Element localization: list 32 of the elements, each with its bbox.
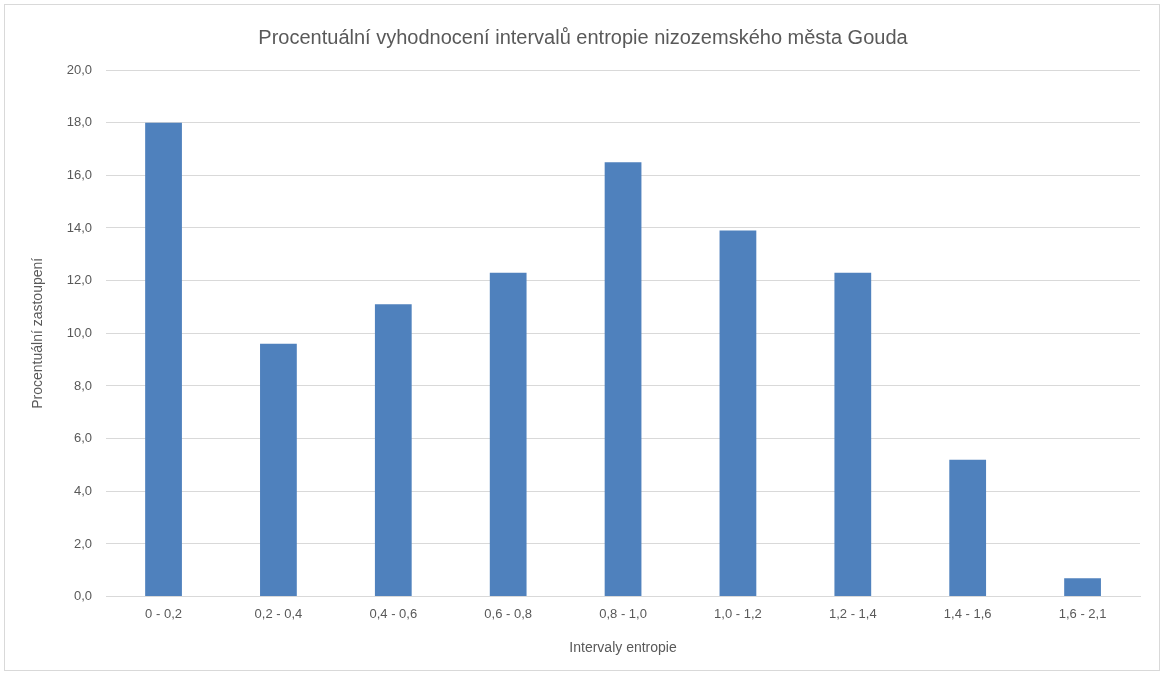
y-tick-label: 0,0 <box>74 588 93 604</box>
y-tick-label: 16,0 <box>66 166 93 182</box>
y-tick-label: 10,0 <box>66 324 93 340</box>
bar <box>1064 578 1101 597</box>
y-tick-label: 14,0 <box>66 219 93 235</box>
bar <box>834 272 872 597</box>
bar <box>145 122 182 597</box>
y-tick-label: 2,0 <box>74 535 93 551</box>
bar <box>374 304 412 597</box>
x-tick-label: 0,2 - 0,4 <box>254 605 303 621</box>
x-tick-label: 1,6 - 2,1 <box>1058 605 1107 621</box>
bar <box>604 162 642 597</box>
y-tick-label: 4,0 <box>74 482 93 498</box>
x-tick-label: 0,6 - 0,8 <box>484 605 533 621</box>
y-tick-label: 20,0 <box>66 61 93 77</box>
y-tick-label: 6,0 <box>74 430 93 446</box>
bar <box>489 272 527 597</box>
x-tick-label: 0,4 - 0,6 <box>369 605 418 621</box>
y-tick-label: 18,0 <box>66 114 93 130</box>
bar <box>260 343 297 597</box>
bar <box>949 459 987 597</box>
y-tick-label: 8,0 <box>74 377 93 393</box>
bar <box>719 230 757 597</box>
x-tick-label: 0 - 0,2 <box>145 605 182 621</box>
x-tick-label: 1,4 - 1,6 <box>943 605 992 621</box>
x-axis-title: Intervaly entropie <box>569 639 677 656</box>
x-tick-label: 0,8 - 1,0 <box>599 605 647 621</box>
chart-title: Procentuální vyhodnocení intervalů entropie nizozemského města Gouda <box>258 25 909 48</box>
x-tick-label: 1,0 - 1,2 <box>714 605 762 621</box>
x-tick-label: 1,2 - 1,4 <box>828 605 877 621</box>
y-tick-label: 12,0 <box>66 272 93 288</box>
y-axis-title: Procentuální zastoupení <box>29 257 46 409</box>
